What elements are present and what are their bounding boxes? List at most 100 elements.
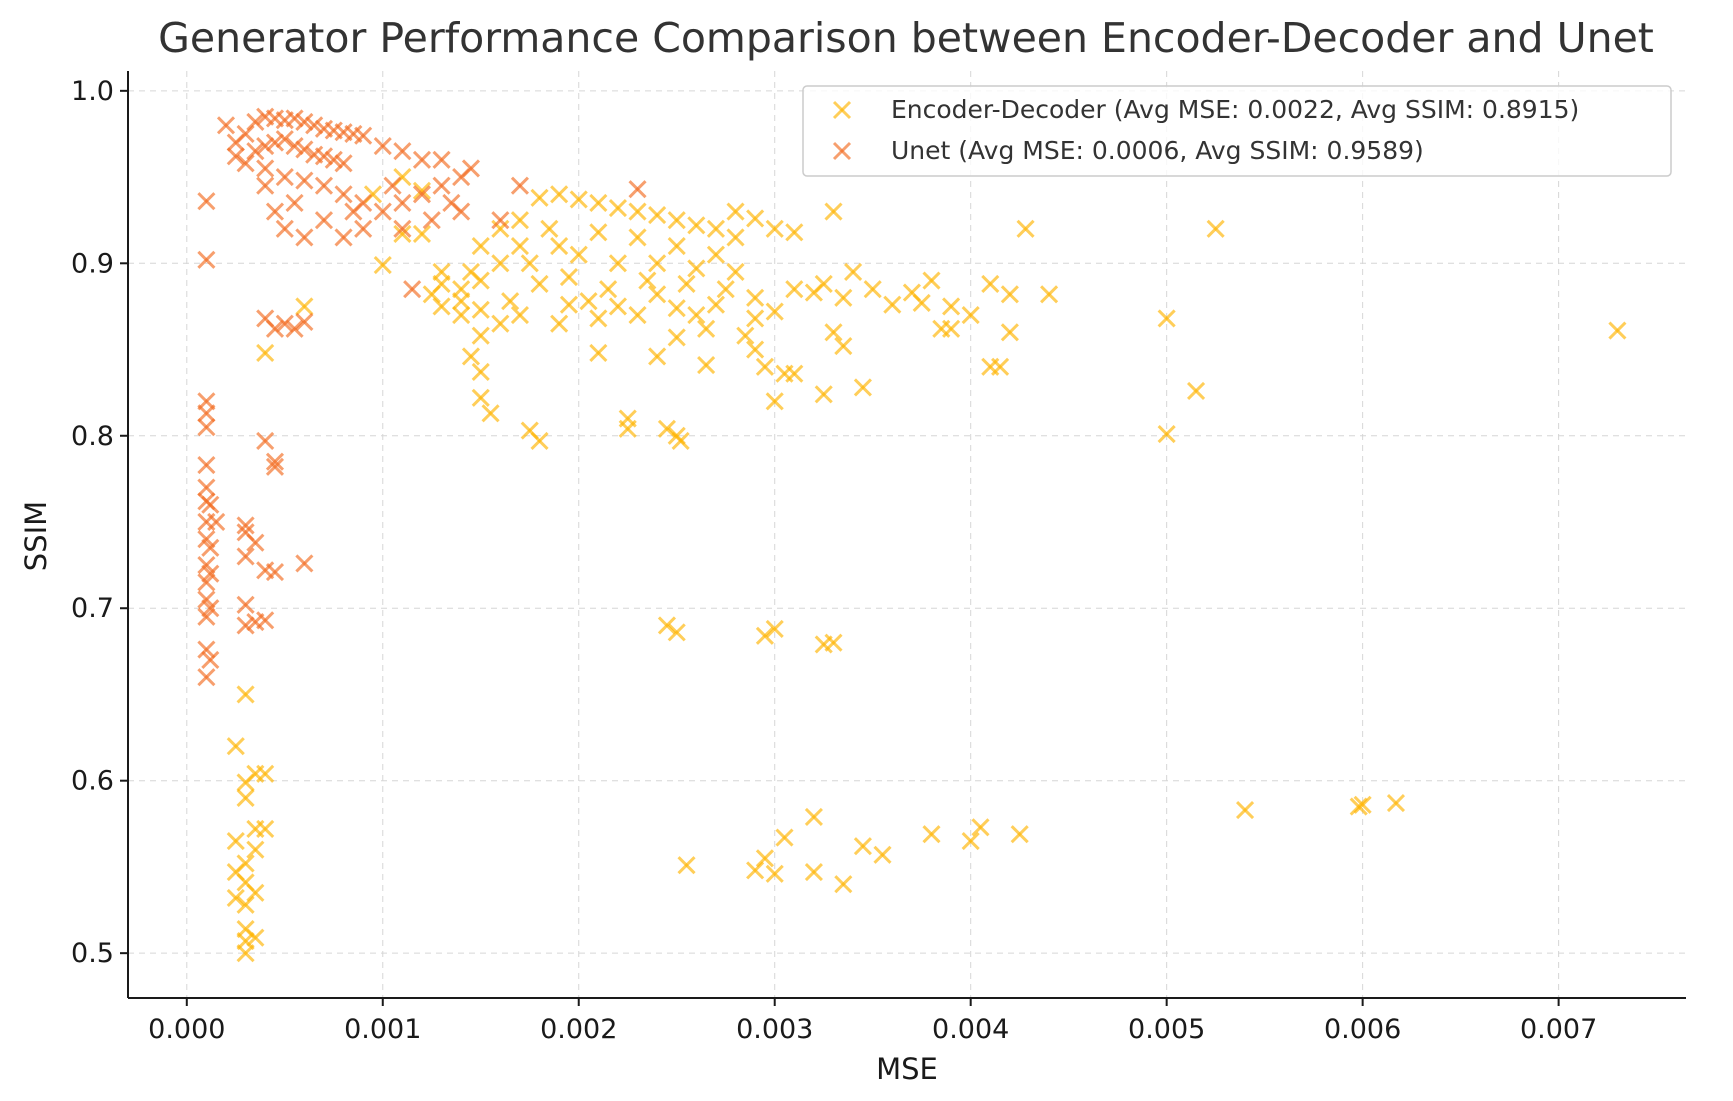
encoder-decoder-point bbox=[638, 271, 657, 290]
encoder-decoder-point bbox=[628, 305, 647, 325]
encoder-decoder-point bbox=[755, 357, 774, 376]
unet-point bbox=[197, 668, 216, 687]
unet-point bbox=[373, 202, 392, 221]
encoder-decoder-point bbox=[844, 262, 863, 281]
unet-point bbox=[236, 547, 255, 566]
encoder-decoder-point bbox=[246, 928, 265, 947]
encoder-decoder-point bbox=[746, 340, 765, 359]
x-tick-label: 0.006 bbox=[1324, 1014, 1401, 1045]
encoder-decoder-point bbox=[1349, 797, 1368, 816]
unet-point bbox=[197, 573, 216, 592]
encoder-decoder-point bbox=[491, 254, 510, 273]
encoder-decoder-point bbox=[765, 392, 784, 411]
encoder-decoder-point bbox=[461, 347, 481, 366]
encoder-decoder-point bbox=[540, 219, 559, 238]
encoder-decoder-point bbox=[452, 292, 471, 311]
unet-point bbox=[246, 533, 265, 552]
encoder-decoder-point bbox=[677, 274, 696, 294]
y-tick-label: 0.9 bbox=[71, 248, 114, 279]
chart-title: Generator Performance Comparison between… bbox=[158, 14, 1654, 62]
encoder-decoder-point bbox=[942, 319, 961, 338]
encoder-decoder-point bbox=[746, 861, 765, 880]
encoder-decoder-point bbox=[755, 626, 774, 645]
encoder-decoder-point bbox=[246, 840, 265, 859]
y-tick-label: 0.8 bbox=[71, 421, 114, 452]
encoder-decoder-point bbox=[1157, 424, 1176, 444]
unet-point bbox=[201, 538, 220, 557]
unet-point bbox=[334, 154, 353, 173]
encoder-decoder-point bbox=[628, 202, 647, 221]
encoder-decoder-point bbox=[824, 202, 843, 221]
unet-point bbox=[314, 211, 334, 230]
encoder-decoder-point bbox=[1187, 381, 1206, 400]
encoder-decoder-point bbox=[726, 228, 745, 247]
unet-point bbox=[295, 312, 314, 331]
encoder-decoder-point bbox=[236, 895, 255, 914]
unet-point bbox=[295, 171, 314, 190]
unet-point bbox=[236, 616, 255, 635]
encoder-decoder-point bbox=[746, 209, 765, 228]
unet-point bbox=[197, 640, 216, 659]
encoder-decoder-point bbox=[608, 297, 627, 316]
legend-box bbox=[802, 85, 1672, 177]
encoder-decoder-point bbox=[452, 305, 471, 325]
unet-point bbox=[265, 202, 285, 221]
encoder-decoder-point bbox=[589, 343, 608, 363]
encoder-decoder-point bbox=[746, 309, 765, 328]
x-tick-label: 0.003 bbox=[736, 1014, 813, 1045]
y-tick-label: 1.0 bbox=[71, 76, 114, 107]
unet-point bbox=[265, 562, 285, 582]
y-tick-label: 0.6 bbox=[71, 766, 114, 797]
x-tick-label: 0.004 bbox=[932, 1014, 1009, 1045]
unet-point bbox=[265, 133, 285, 152]
encoder-decoder-point bbox=[236, 788, 255, 808]
encoder-decoder-point bbox=[726, 202, 745, 221]
encoder-decoder-point bbox=[736, 326, 755, 345]
unet-point bbox=[265, 457, 285, 476]
encoder-decoder-point bbox=[256, 764, 275, 783]
unet-point bbox=[197, 404, 216, 423]
encoder-decoder-point bbox=[569, 190, 588, 209]
unet-series bbox=[197, 107, 647, 687]
encoder-decoder-point bbox=[256, 819, 275, 839]
unet-point bbox=[295, 140, 314, 159]
unet-point bbox=[432, 176, 451, 195]
encoder-decoder-point bbox=[226, 737, 245, 756]
encoder-decoder-point bbox=[765, 619, 784, 638]
unet-point bbox=[256, 611, 275, 630]
encoder-decoder-point bbox=[608, 254, 627, 273]
encoder-decoder-point bbox=[834, 288, 853, 307]
encoder-decoder-point bbox=[824, 323, 843, 342]
unet-point bbox=[197, 250, 216, 269]
encoder-decoder-point bbox=[530, 274, 549, 294]
encoder-decoder-point bbox=[550, 185, 569, 204]
encoder-decoder-point bbox=[922, 825, 941, 844]
unet-point bbox=[354, 126, 373, 145]
encoder-decoder-point bbox=[785, 280, 804, 299]
encoder-decoder-point bbox=[873, 845, 892, 864]
encoder-decoder-point bbox=[671, 431, 690, 450]
unet-point bbox=[197, 607, 216, 626]
unet-point bbox=[491, 211, 510, 230]
unet-point bbox=[197, 192, 216, 211]
encoder-decoder-point bbox=[559, 268, 579, 287]
encoder-decoder-point bbox=[393, 224, 412, 244]
encoder-decoder-point bbox=[942, 297, 961, 316]
encoder-decoder-point bbox=[853, 837, 872, 856]
unet-point bbox=[295, 554, 314, 573]
encoder-decoder-point bbox=[1157, 309, 1176, 328]
unet-point bbox=[403, 280, 422, 299]
encoder-decoder-point bbox=[981, 274, 1000, 294]
encoder-decoder-point bbox=[226, 831, 245, 851]
encoder-decoder-point bbox=[667, 623, 686, 642]
encoder-decoder-point bbox=[226, 888, 245, 908]
encoder-decoder-point bbox=[991, 357, 1010, 376]
legend-marker-encoder-decoder bbox=[832, 100, 852, 120]
encoder-decoder-point bbox=[687, 305, 706, 325]
encoder-decoder-point bbox=[775, 828, 794, 847]
encoder-decoder-point bbox=[1386, 794, 1406, 813]
encoder-decoder-series bbox=[226, 168, 1627, 963]
encoder-decoder-point bbox=[236, 773, 255, 792]
encoder-decoder-point bbox=[481, 404, 500, 423]
unet-point bbox=[422, 211, 441, 230]
